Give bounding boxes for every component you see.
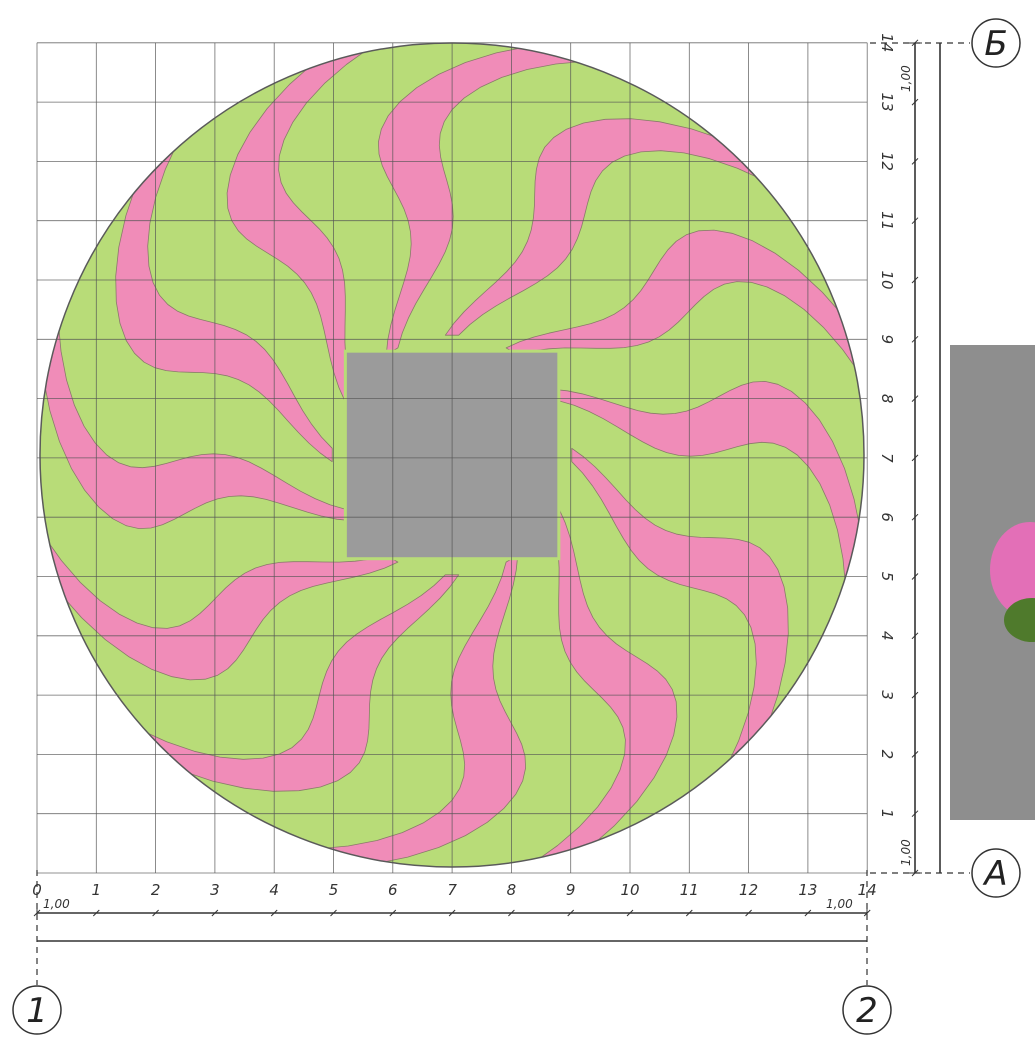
x-tick-label: 11 [680, 881, 699, 899]
dimension-tick [567, 909, 575, 917]
svg-text:1: 1 [26, 991, 48, 1031]
dimension-tick [152, 909, 159, 917]
grid [36, 42, 868, 874]
dimension-tick [33, 909, 41, 917]
dimension-tick [211, 909, 219, 917]
y-tick-label: 6 [878, 512, 896, 522]
y-tick-label: 13 [878, 93, 896, 112]
x-tick-label: 12 [739, 881, 758, 899]
dimension-tick [911, 395, 919, 402]
dimension-tick [911, 751, 919, 758]
y-tick-label: 8 [878, 394, 896, 404]
dimension-tick [448, 909, 456, 917]
x-tick-label: 6 [388, 881, 398, 899]
dimension-tick [745, 909, 752, 917]
svg-text:2: 2 [856, 991, 878, 1031]
x-tick-label: 9 [566, 881, 576, 899]
dimension-tick [911, 276, 919, 284]
dimension-tick [804, 909, 812, 917]
dim-bottom-left: 1,00 [43, 897, 70, 911]
x-tick-label: 8 [507, 881, 517, 899]
x-tick-label: 7 [447, 881, 457, 899]
dimension-tick [911, 869, 919, 877]
dimension-tick [911, 454, 919, 462]
dim-right-bottom: 1,00 [899, 839, 913, 866]
y-tick-label: 4 [878, 631, 896, 641]
dimension-tick [389, 909, 397, 917]
dimension-tick [270, 909, 278, 917]
photo-foliage [1004, 598, 1035, 642]
dim-bottom-right: 1,00 [826, 897, 853, 911]
y-tick-label: 11 [878, 211, 896, 230]
dimension-tick [911, 98, 919, 106]
dimension-tick [92, 909, 100, 917]
y-tick-label: 9 [878, 335, 896, 345]
inset-photo [950, 345, 1035, 820]
dimension-tick [911, 810, 919, 818]
dimension-tick [685, 909, 693, 917]
x-tick-labels: 0 1 2 3 4 5 6 7 8 9 10 11 12 13 14 [32, 881, 877, 899]
y-tick-label: 3 [878, 690, 896, 700]
dimension-tick [911, 217, 919, 225]
svg-text:Б: Б [984, 24, 1007, 64]
dimension-tick [911, 158, 919, 165]
axis-marker-a: А [971, 848, 1021, 898]
dim-right-top: 1,00 [899, 65, 913, 92]
axis-marker-b: Б [971, 18, 1021, 68]
axis-marker-1: 1 [12, 985, 62, 1035]
dimension-tick [911, 573, 919, 580]
dimension-tick [911, 513, 919, 521]
y-tick-label: 2 [878, 750, 896, 760]
x-tick-label: 2 [151, 881, 161, 899]
x-tick-label: 13 [798, 881, 817, 899]
dimension-tick [911, 632, 919, 640]
y-tick-label: 10 [878, 270, 896, 289]
dimension-tick [330, 909, 337, 917]
pink-flower-band [445, 508, 678, 867]
dimension-tick [626, 909, 634, 917]
y-tick-label: 1 [878, 809, 896, 819]
y-tick-label: 7 [878, 453, 896, 463]
photo-flowers [990, 522, 1035, 618]
dimension-tick [863, 909, 871, 917]
svg-text:А: А [982, 854, 1007, 894]
x-tick-label: 4 [269, 881, 279, 899]
dimension-tick [508, 909, 515, 917]
axis-marker-2: 2 [842, 985, 892, 1035]
x-tick-label: 10 [620, 881, 639, 899]
x-tick-label: 0 [32, 881, 42, 899]
dimension-tick [911, 335, 919, 343]
y-tick-label: 12 [878, 152, 896, 171]
x-tick-label: 1 [92, 881, 102, 899]
x-tick-label: 5 [329, 881, 339, 899]
dimension-tick [911, 39, 919, 47]
x-tick-label: 14 [858, 881, 877, 899]
y-tick-label: 5 [878, 572, 896, 582]
dimension-tick [911, 691, 919, 699]
x-tick-label: 3 [210, 881, 220, 899]
